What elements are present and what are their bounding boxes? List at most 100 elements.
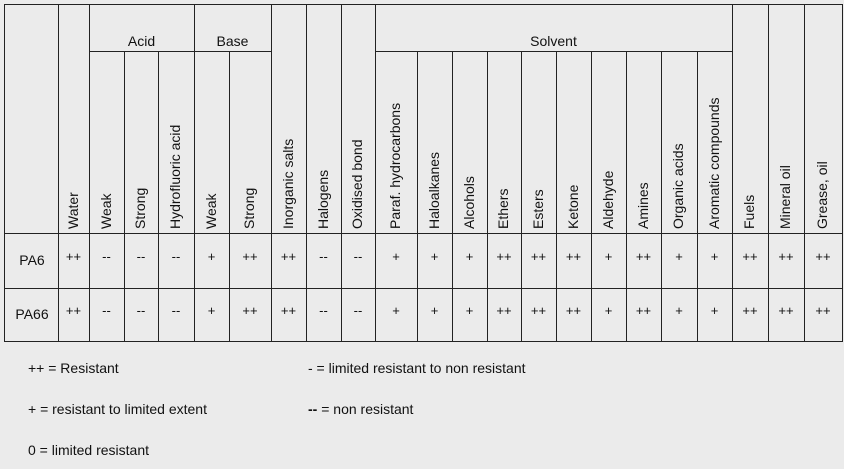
grid-line [661,51,662,342]
table-cell: + [710,302,719,318]
column-header-5: Strong [241,187,257,229]
grid-line [487,51,488,342]
table-cell: -- [136,302,146,318]
column-header-18: Aromatic compounds [705,97,722,229]
table-cell: ++ [778,248,794,264]
table-cell: ++ [242,248,258,264]
row-label: PA66 [15,305,49,322]
table-cell: ++ [65,302,82,318]
grid-line [89,51,195,52]
table-cell: ++ [635,248,652,264]
table-cell: -- [319,248,328,264]
grid-line [271,4,272,342]
group-header-1: Base [216,33,249,49]
grid-line [229,51,230,342]
grid-line [452,51,453,342]
table-cell: ++ [565,248,582,264]
table-cell: ++ [742,248,758,264]
legend-non-text: = non resistant [317,401,414,417]
table-cell: + [392,248,400,264]
table-cell: ++ [815,302,831,318]
column-header-0: Water [64,192,81,229]
grid-line [375,4,376,342]
table-cell: -- [171,248,181,264]
table-cell: + [675,302,683,318]
column-header-14: Ketone [564,184,581,229]
table-cell: + [710,248,719,264]
grid-line [4,4,5,342]
table-cell: -- [102,248,111,264]
table-cell: ++ [742,302,758,318]
grid-line [124,51,125,342]
column-header-11: Alcohols [460,176,477,229]
grid-line [306,4,307,342]
grid-line [58,4,59,342]
group-header-0: Acid [127,33,156,49]
legend-non-symbol: -- [308,401,318,417]
table-cell: + [604,302,613,318]
column-header-21: Grease, oil [814,161,830,229]
table-cell: -- [353,302,363,318]
table-cell: + [604,248,613,264]
column-header-12: Ethers [495,188,511,229]
table-cell: ++ [65,248,82,264]
table-cell: ++ [496,248,512,264]
grid-line [4,341,843,342]
table-cell: + [207,302,216,318]
grid-line [626,51,627,342]
column-header-13: Esters [529,189,546,229]
grid-line [194,51,272,52]
grid-line [341,4,342,342]
legend: ++ = Resistant + = resistant to limited … [4,342,842,469]
table-cell: + [430,248,439,264]
table-cell: -- [353,248,363,264]
column-header-7: Halogens [314,169,331,229]
legend-resistant: ++ = Resistant [28,360,119,376]
grid-line [4,233,843,234]
table-cell: + [675,248,683,264]
group-header-2: Solvent [530,33,577,49]
grid-line [375,51,733,52]
grid-line [89,4,90,342]
column-header-16: Amines [634,182,651,229]
grid-line [521,51,522,342]
table-cell: ++ [496,302,512,318]
table-cell: + [430,302,439,318]
column-header-17: Organic acids [670,143,686,229]
table-cell: ++ [635,302,652,318]
grid-line [768,4,769,342]
legend-non-resistant: -- = non resistant [308,401,413,417]
table-cell: -- [102,302,111,318]
table-cell: + [207,248,216,264]
grid-line [4,4,843,5]
table-cell: + [465,302,474,318]
grid-line [842,4,843,342]
row-label: PA6 [19,251,45,268]
table-cell: ++ [778,302,794,318]
grid-line [158,51,159,342]
grid-line [591,51,592,342]
table-cell: ++ [242,302,258,318]
grid-line [697,51,698,342]
table-cell: -- [171,302,181,318]
column-header-20: Mineral oil [777,165,793,229]
column-header-19: Fuels [741,194,757,229]
grid-line [417,51,418,342]
legend-limited-to-non-symbol: - [308,360,313,376]
table-cell: -- [319,302,328,318]
column-header-8: Oxidised bond [349,139,365,229]
table-cell: ++ [530,302,547,318]
grid-line [732,4,733,342]
column-header-15: Aldehyde [599,170,616,229]
table-cell: ++ [280,248,297,264]
table-cell: ++ [280,302,297,318]
column-header-2: Strong [132,187,148,229]
legend-limited-to-non: - = limited resistant to non resistant [308,360,526,376]
legend-limited: 0 = limited resistant [28,442,149,458]
grid-line [194,4,195,342]
table-cell: + [392,302,400,318]
legend-limited-extent: + = resistant to limited extent [28,401,207,417]
column-header-3: Hydrofluoric acid [167,124,183,229]
column-header-9: Paraf. hydrocarbons [387,102,403,229]
